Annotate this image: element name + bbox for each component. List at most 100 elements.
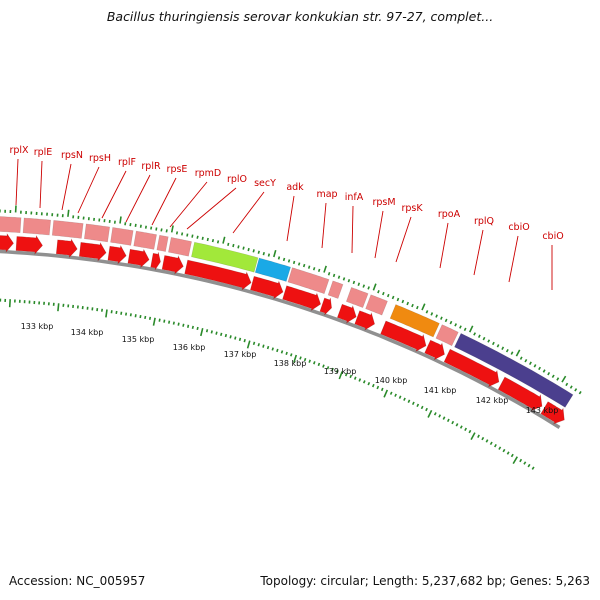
cds-arrow [250,276,284,300]
tick-mark [150,226,153,230]
cds-arrow [0,232,14,253]
tick-mark [215,331,218,335]
accession-label: Accession: NC_005957 [9,574,146,588]
tick-mark [191,234,194,238]
tick-mark [371,383,375,388]
tick-mark [403,397,406,401]
tick-mark [335,369,339,373]
tick-mark [210,330,213,334]
gene-labels: rplX rplE rpsN rpsH rplF rplR rpsE rpmD rplO secY… [9,145,563,242]
tick-mark [515,349,521,357]
gene-block [83,223,111,243]
tick-mark [386,293,390,298]
gene-label: rplF [118,157,136,168]
tick-mark [252,341,256,346]
tick-mark [172,321,175,325]
gene-block [191,241,259,273]
tick-mark [352,280,356,285]
tick-mark [459,425,463,429]
tick-mark [229,335,232,339]
tick-mark [57,303,60,312]
tick-mark [144,225,147,229]
label-leader [39,160,43,209]
tick-mark [494,444,497,448]
gene-track [0,216,574,408]
gene-block [133,230,157,250]
tick-mark [155,227,158,231]
tick-mark [578,390,582,395]
gene-block [0,216,22,234]
tick-mark [411,303,414,308]
tick-mark [152,317,156,326]
tick-mark [262,251,265,256]
cds-arrow [497,376,543,412]
tick-mark [489,441,493,445]
cds-arrow [107,244,127,265]
tick-mark [134,223,137,228]
tick-mark [510,351,514,355]
gene-label: infA [345,192,364,203]
scale-label: 137 kbp [224,350,257,359]
tick-mark [292,260,296,265]
gene-block [327,280,344,299]
tick-mark [205,329,209,333]
cds-arrow [150,252,161,271]
tick-mark [565,382,569,387]
cds-arrow [354,310,375,331]
tick-mark [401,299,405,304]
label-leader [321,202,327,249]
tick-mark [574,388,578,392]
outer-tick-ring [0,205,582,395]
tick-mark [377,290,380,294]
tick-mark [411,401,415,406]
tick-mark [416,403,420,408]
tick-mark [538,366,541,371]
tick-mark [382,291,385,296]
tick-mark [232,243,235,248]
tick-mark [367,286,370,290]
tick-mark [425,407,428,412]
tick-mark [481,436,485,441]
cds-arrow [184,259,252,291]
tick-mark [211,239,215,243]
tick-mark [302,263,306,268]
tick-mark [349,374,353,379]
tick-mark [273,249,277,258]
cds-arrow [540,401,565,425]
tick-mark [277,256,281,260]
tick-mark [454,323,458,327]
tick-mark [464,427,468,431]
cds-arrow [78,242,107,262]
label-leader [232,191,265,234]
tick-mark [421,303,426,311]
tick-mark [561,375,567,383]
tick-mark [468,429,472,434]
tick-mark [224,333,228,338]
tick-mark [271,347,274,351]
label-leader [101,170,127,219]
tick-mark [372,283,377,291]
tick-mark [139,224,142,228]
gene-label: rpmD [195,168,222,179]
label-leader [125,174,151,223]
tick-mark [115,310,118,315]
tick-mark [247,247,250,252]
tick-mark [449,320,453,325]
label-leader [169,181,208,228]
cds-arrow [127,248,150,269]
tick-mark [527,463,531,468]
scale-labels: 133 kbp 134 kbp 135 kbp 136 kbp 137 kbp 138 k… [21,322,559,415]
gene-block [22,217,52,236]
cds-track [0,232,565,425]
label-leader [286,195,295,242]
tick-mark [242,246,245,250]
scale-label: 139 kbp [324,367,357,376]
tick-mark [238,337,242,342]
gene-label: rpsN [61,150,83,161]
tick-mark [470,432,476,440]
gene-block [454,332,574,408]
tick-mark [383,389,389,398]
tick-mark [438,414,442,418]
tick-mark [307,265,311,269]
